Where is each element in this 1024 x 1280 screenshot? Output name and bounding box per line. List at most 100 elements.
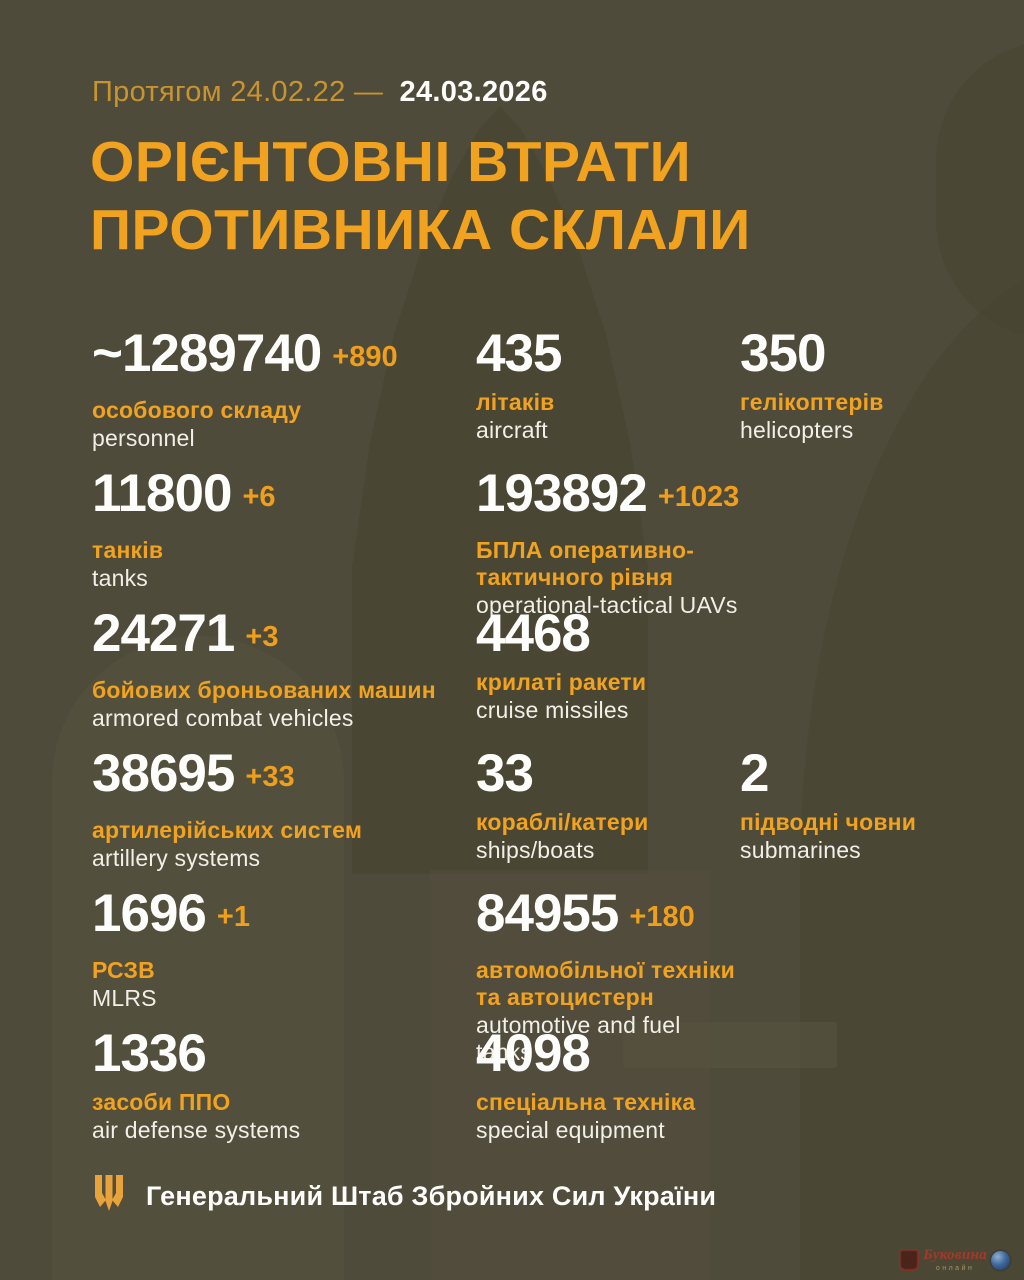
stat-number-line: 4098 bbox=[476, 1026, 740, 1082]
stat-label-ua: підводні човни bbox=[740, 809, 917, 835]
stat-number-line: 33 bbox=[476, 746, 740, 802]
stat-number: 350 bbox=[740, 324, 826, 383]
stat-cell: 350 гелікоптерів helicopters bbox=[740, 326, 1014, 444]
stat-number-line: 350 bbox=[740, 326, 1014, 382]
stat-label-en: ships/boats bbox=[476, 837, 595, 863]
source-text: Генеральний Штаб Збройних Сил України bbox=[146, 1180, 717, 1211]
stat-number: 84955 bbox=[476, 884, 619, 943]
period-date: 24.03.2026 bbox=[399, 76, 548, 108]
stat-label-en: special equipment bbox=[476, 1117, 665, 1143]
stat-label-en: personnel bbox=[92, 425, 195, 451]
corner-globe-icon bbox=[991, 1250, 1010, 1270]
stat-row: ~1289740 +890 особового складу personnel 435… bbox=[92, 326, 1014, 466]
stat-label-en: armored combat vehicles bbox=[92, 705, 354, 731]
stat-cell: 38695 +33 артилерійських систем artillery s… bbox=[92, 746, 476, 872]
trident-icon bbox=[95, 1175, 123, 1211]
stat-label-ua: засоби ППО bbox=[92, 1089, 231, 1115]
stats-grid: ~1289740 +890 особового складу personnel 435… bbox=[92, 326, 1014, 1166]
stat-row: 24271 +3 бойових броньованих машин armored … bbox=[92, 606, 1014, 746]
stat-label-en: submarines bbox=[740, 837, 861, 863]
page-title-line2: ПРОТИВНИКА СКЛАЛИ bbox=[90, 198, 751, 262]
stat-number-line: ~1289740 +890 bbox=[92, 326, 476, 390]
stat-cell: 435 літаків aircraft bbox=[476, 326, 740, 444]
stat-number-line: 435 bbox=[476, 326, 740, 382]
stat-delta: +6 bbox=[242, 481, 276, 513]
stat-row: 1696 +1 РСЗВ MLRS 84955 +180 автомобільної тех… bbox=[92, 886, 1014, 1066]
stat-number: 1336 bbox=[92, 1024, 207, 1083]
stat-number: ~1289740 bbox=[92, 324, 322, 383]
stat-delta: +3 bbox=[245, 621, 279, 653]
stat-cell: 24271 +3 бойових броньованих машин armored … bbox=[92, 606, 476, 732]
stat-label-ua: літаків bbox=[476, 389, 555, 415]
stat-number-line: 84955 +180 bbox=[476, 886, 740, 950]
stat-row: 1336 засоби ППО air defense systems 4098 спе… bbox=[92, 1026, 1014, 1166]
page-title: ОРІЄНТОВНІ ВТРАТИ ПРОТИВНИКА СКЛАЛИ bbox=[90, 128, 751, 264]
stat-delta: +1 bbox=[216, 901, 250, 933]
stat-delta: +890 bbox=[332, 341, 398, 373]
stat-row: 11800 +6 танків tanks 193892 +1023 БПЛА операт… bbox=[92, 466, 1014, 619]
corner-logo-texts: Буковина онлайн bbox=[923, 1247, 987, 1273]
stat-label-en: operational-tactical UAVs bbox=[476, 592, 738, 618]
stat-number-line: 4468 bbox=[476, 606, 740, 662]
stat-label-en: cruise missiles bbox=[476, 697, 629, 723]
stat-number-line: 24271 +3 bbox=[92, 606, 476, 670]
stat-number-line: 193892 +1023 bbox=[476, 466, 740, 530]
stat-label-ua: крилаті ракети bbox=[476, 669, 647, 695]
stat-number: 1696 bbox=[92, 884, 207, 943]
footer: Генеральний Штаб Збройних Сил України bbox=[92, 1174, 716, 1218]
stat-delta: +33 bbox=[245, 761, 295, 793]
stat-label-en: air defense systems bbox=[92, 1117, 301, 1143]
stat-number: 38695 bbox=[92, 744, 235, 803]
watermark-background-shape bbox=[936, 40, 1024, 340]
stat-row: 38695 +33 артилерійських систем artillery s… bbox=[92, 746, 1014, 886]
stat-label-en: tanks bbox=[92, 565, 148, 591]
stat-label-ua: гелікоптерів bbox=[740, 389, 884, 415]
stat-cell: 84955 +180 автомобільної техніки та автоци… bbox=[476, 886, 740, 1066]
stat-cell: 4468 крилаті ракети cruise missiles bbox=[476, 606, 740, 724]
stat-number-line: 2 bbox=[740, 746, 1014, 802]
stat-label-ua: танків bbox=[92, 537, 164, 563]
stat-cell: 11800 +6 танків tanks bbox=[92, 466, 476, 592]
stat-number-line: 38695 +33 bbox=[92, 746, 476, 810]
stat-delta: +180 bbox=[629, 901, 695, 933]
stat-cell: ~1289740 +890 особового складу personnel bbox=[92, 326, 476, 452]
stat-cell: 1696 +1 РСЗВ MLRS bbox=[92, 886, 476, 1012]
stat-number: 24271 bbox=[92, 604, 235, 663]
stat-cell: 1336 засоби ППО air defense systems bbox=[92, 1026, 476, 1144]
stat-label-ua: БПЛА оперативно-тактичного рівня bbox=[476, 537, 695, 590]
stat-delta: +1023 bbox=[657, 481, 740, 513]
corner-logo-sub: онлайн bbox=[935, 1265, 975, 1272]
stat-number: 4098 bbox=[476, 1024, 591, 1083]
stat-number-line: 1336 bbox=[92, 1026, 476, 1082]
stat-cell: 4098 спеціальна техніка special equipment bbox=[476, 1026, 740, 1144]
stat-label-ua: бойових броньованих машин bbox=[92, 677, 436, 703]
stat-label-ua: особового складу bbox=[92, 397, 302, 423]
stat-label-ua: автомобільної техніки та автоцистерн bbox=[476, 957, 735, 1010]
stat-number: 193892 bbox=[476, 464, 648, 523]
stat-label-ua: кораблі/катери bbox=[476, 809, 649, 835]
period-line: Протягом 24.02.22 — 24.03.2026 bbox=[92, 76, 548, 109]
stat-cell: 193892 +1023 БПЛА оперативно-тактичного рі… bbox=[476, 466, 740, 619]
stat-label-en: artillery systems bbox=[92, 845, 261, 871]
stat-label-en: automotive and fuel tanks bbox=[476, 1012, 681, 1065]
stat-label-ua: артилерійських систем bbox=[92, 817, 363, 843]
stat-number: 11800 bbox=[92, 464, 232, 523]
stat-cell: 33 кораблі/катери ships/boats bbox=[476, 746, 740, 864]
stat-number: 2 bbox=[740, 744, 770, 803]
corner-watermark-logo: Буковина онлайн bbox=[899, 1248, 1010, 1272]
stat-number: 435 bbox=[476, 324, 562, 383]
stat-cell: 2 підводні човни submarines bbox=[740, 746, 1014, 864]
stat-number: 33 bbox=[476, 744, 534, 803]
stat-number: 4468 bbox=[476, 604, 591, 663]
period-label: Протягом 24.02.22 — bbox=[92, 76, 384, 108]
stat-number-line: 1696 +1 bbox=[92, 886, 476, 950]
corner-emblem-icon bbox=[899, 1249, 920, 1271]
stat-label-ua: спеціальна техніка bbox=[476, 1089, 696, 1115]
stat-label-en: aircraft bbox=[476, 417, 548, 443]
stat-label-en: helicopters bbox=[740, 417, 854, 443]
corner-logo-name: Буковина bbox=[923, 1247, 987, 1263]
stat-label-ua: РСЗВ bbox=[92, 957, 155, 983]
stat-label-en: MLRS bbox=[92, 985, 157, 1011]
page-title-line1: ОРІЄНТОВНІ ВТРАТИ bbox=[90, 130, 692, 194]
